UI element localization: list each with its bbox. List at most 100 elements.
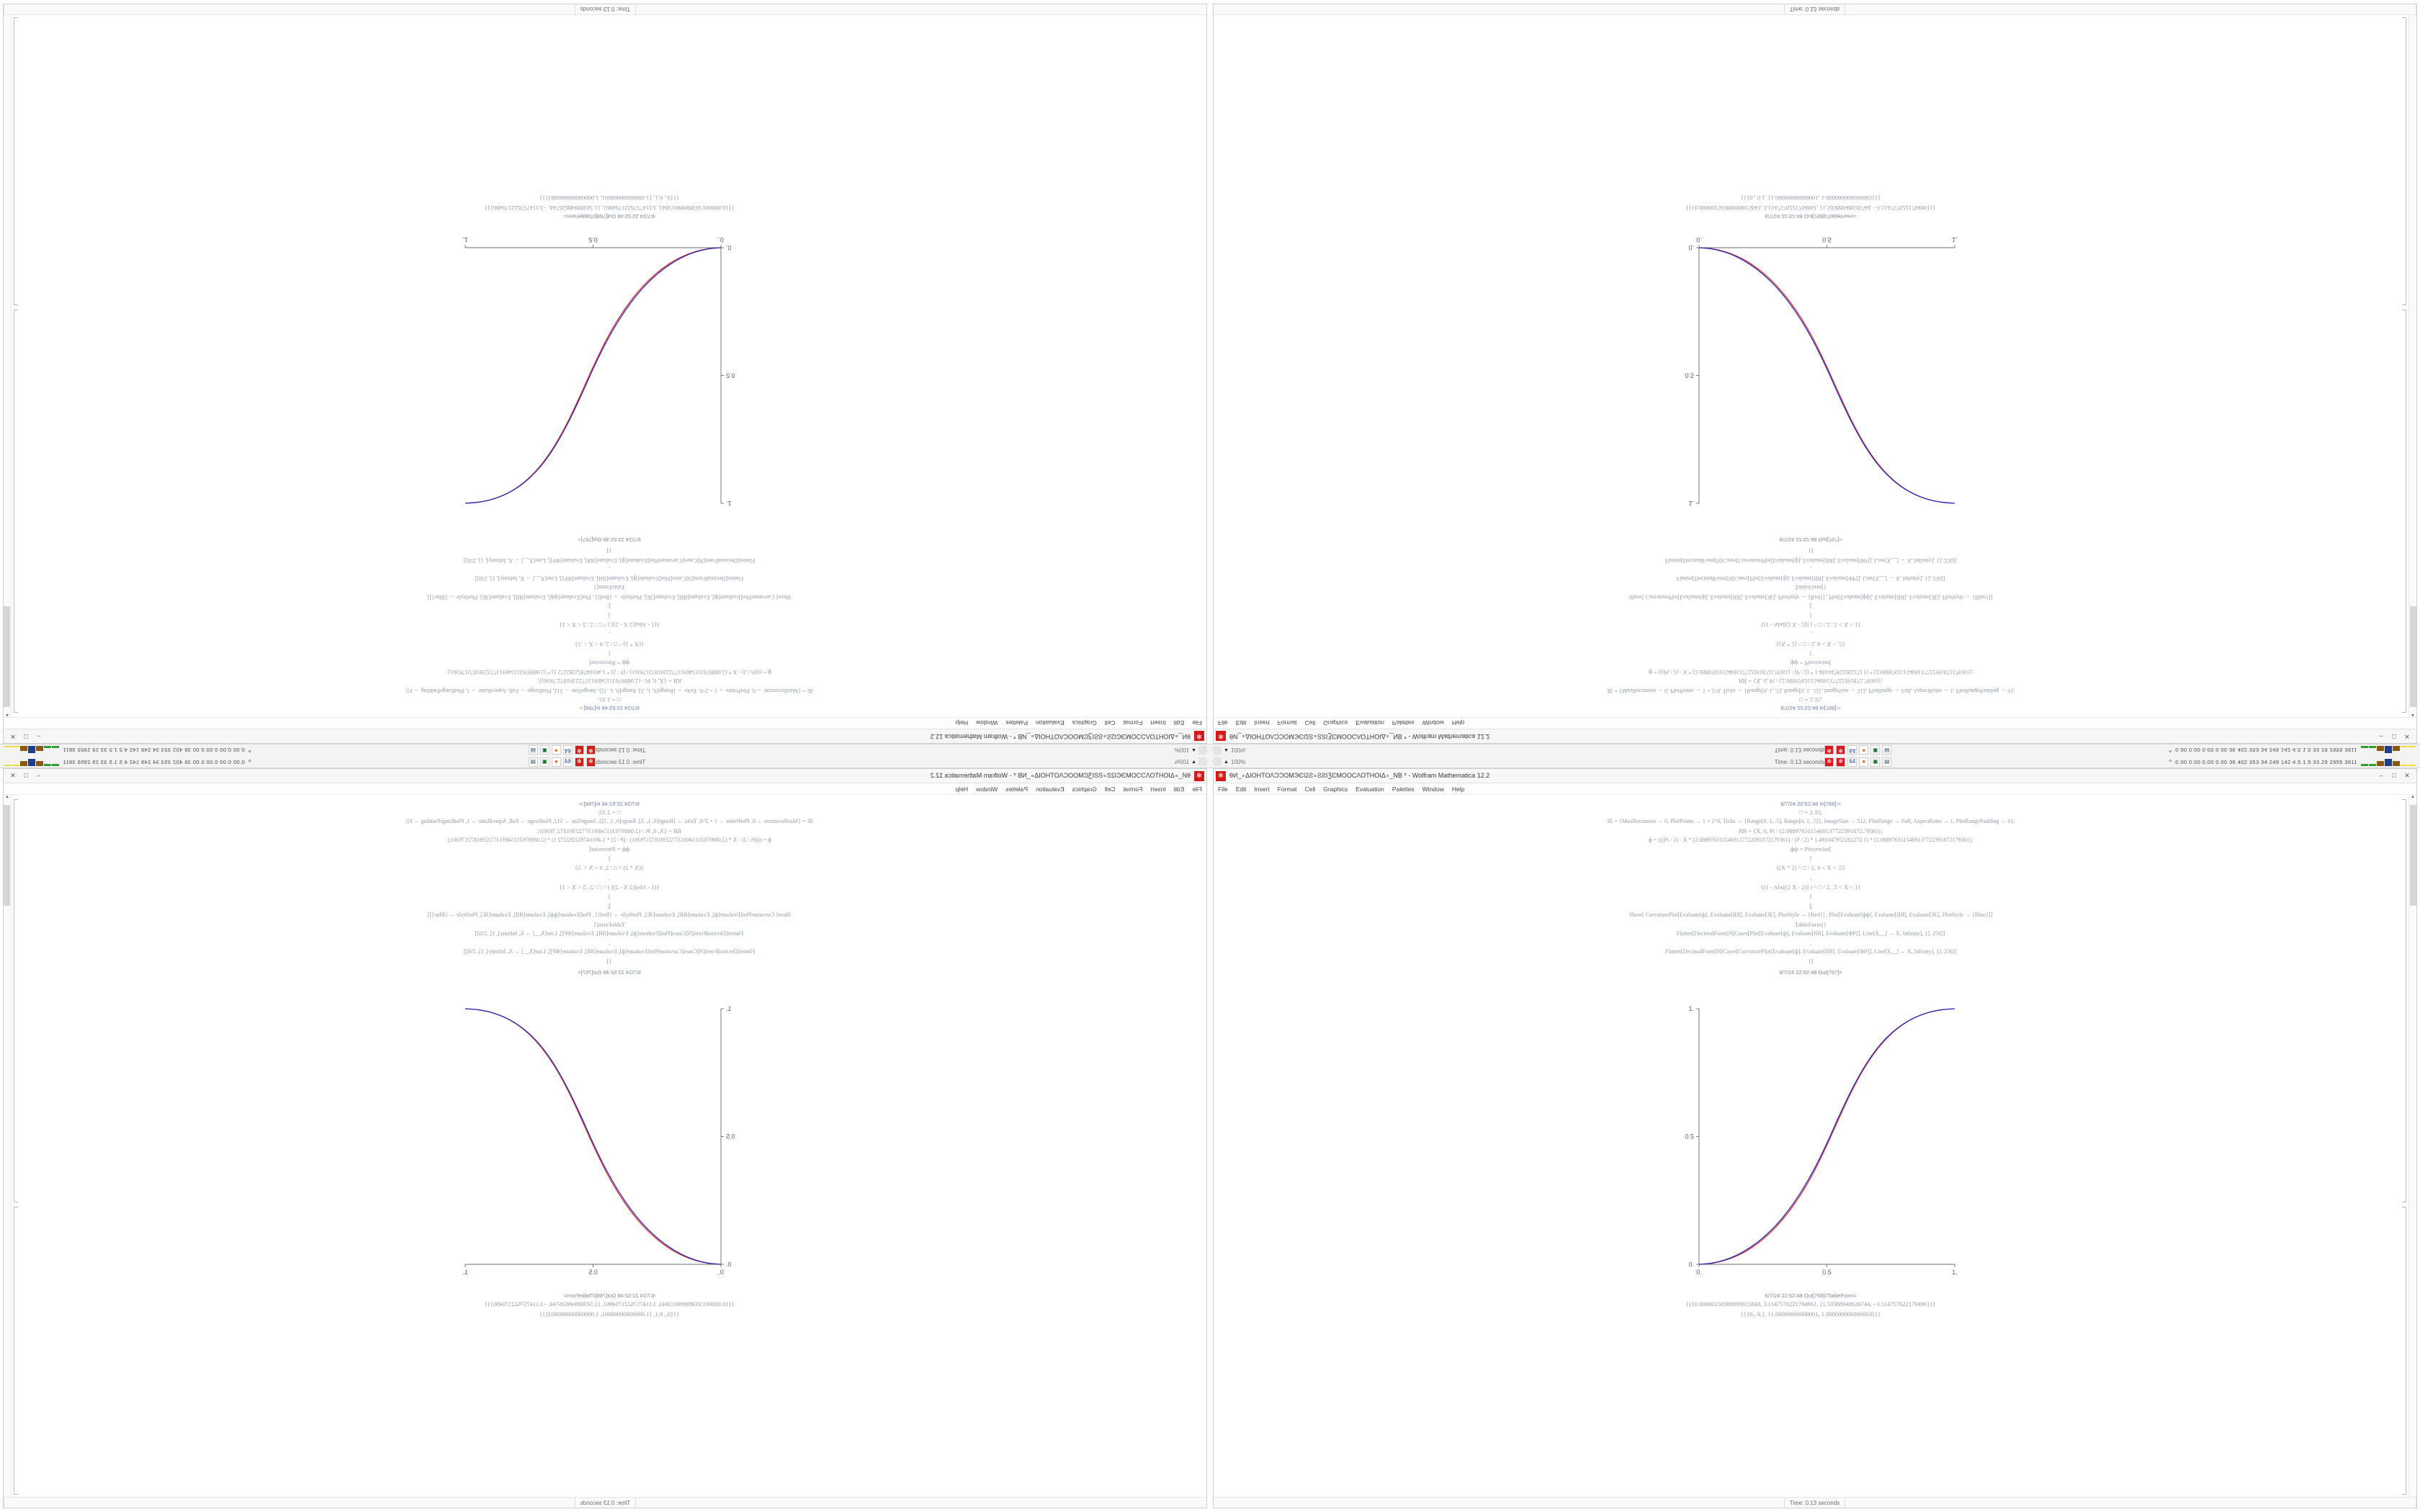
minimize-icon[interactable]: – — [37, 772, 41, 779]
monitor-taskbar-icon[interactable]: ▤ — [1882, 745, 1892, 755]
menu-format[interactable]: Format — [1123, 785, 1143, 793]
code-line[interactable]: Show[ CurvaturePlot[Evaluate[ф], Evaluat… — [427, 593, 792, 600]
mathematica-taskbar-icon[interactable]: ✻ — [1824, 757, 1834, 767]
maximize-icon[interactable]: □ — [24, 733, 28, 740]
code-line[interactable]: фф = Piecewise[ — [588, 659, 630, 667]
menu-help[interactable]: Help — [955, 785, 969, 793]
code-line[interactable]: { — [1809, 649, 1813, 657]
code-line[interactable]: , — [608, 565, 611, 573]
code-line[interactable]: ЗΕ = {MaxRecursion → 0, PlotPoints → 1 +… — [1606, 818, 2015, 825]
quadrant-bottom-left[interactable]: ▲ 100% Time: 0.13 seconds ✻ ✻ 64 ● ▣ ▤ ^ 0.00… — [0, 756, 1210, 1512]
system-taskbar[interactable]: ▲ 100% Time: 0.13 seconds ✻ ✻ 64 ● ▣ ▤ ^ 0.00… — [1210, 744, 2420, 756]
code-line[interactable]: } — [1809, 892, 1813, 900]
menu-format[interactable]: Format — [1277, 785, 1297, 793]
terminal-taskbar-icon[interactable]: ▣ — [539, 745, 550, 755]
curve-plot[interactable]: 0. 0.5 1. 0. 0.5 1. — [454, 226, 764, 536]
window-controls[interactable]: – □ ✕ — [6, 772, 43, 780]
terminal-taskbar-icon[interactable]: ▣ — [1870, 745, 1881, 755]
menu-cell[interactable]: Cell — [1304, 785, 1316, 793]
menu-file[interactable]: File — [1192, 719, 1202, 727]
filemanager-taskbar-icon[interactable]: 64 — [1847, 757, 1857, 767]
filemanager-taskbar-icon[interactable]: 64 — [563, 757, 573, 767]
menu-window[interactable]: Window — [976, 785, 998, 793]
close-icon[interactable]: ✕ — [10, 733, 16, 740]
mathematica-taskbar-icon[interactable]: ✻ — [586, 757, 596, 767]
notebook-scrollbar[interactable]: ▲ — [2408, 795, 2416, 1497]
code-line[interactable]: , — [608, 631, 611, 639]
code-line[interactable]: Flatten[DecimalForm[N[Cases[CurvaturePlo… — [1664, 948, 1957, 955]
code-line[interactable]: {(1 - Abs[(2 X - 2)] ) ^ □ / 2, .5 < X <… — [1760, 883, 1861, 891]
curve-plot[interactable]: 0. 0.5 1. 0. 0.5 1. — [1656, 226, 1966, 536]
firefox-taskbar-icon[interactable]: ● — [551, 745, 561, 755]
code-line[interactable]: фф = Piecewise[ — [588, 845, 630, 853]
maximize-icon[interactable]: □ — [2392, 772, 2396, 779]
menu-window[interactable]: Window — [1422, 719, 1444, 727]
curve-plot[interactable]: 0. 0.5 1. 0. 0.5 1. — [454, 976, 764, 1286]
scrollbar-thumb[interactable] — [2410, 606, 2416, 707]
firefox-taskbar-icon[interactable]: ● — [1859, 745, 1869, 755]
code-line[interactable]: {(X * 2) ^ □ / 2, 0 < X < .5} — [574, 864, 645, 872]
menu-help[interactable]: Help — [1451, 785, 1465, 793]
code-line[interactable]: { — [607, 649, 611, 657]
close-icon[interactable]: ✕ — [2404, 772, 2410, 779]
taskbar-tray[interactable]: ^ 0.00 0.00 0.00 0.00 36 402 353 34 249 … — [2081, 758, 2420, 766]
chevron-up-icon[interactable]: ^ — [2169, 758, 2172, 765]
system-taskbar[interactable]: ▲ 100% Time: 0.13 seconds ✻ ✻ 64 ● ▣ ▤ ^ 0.00… — [0, 756, 1210, 768]
curve-plot[interactable]: 0. 0.5 1. 0. 0.5 1. — [1656, 976, 1966, 1286]
code-line[interactable]: { — [1809, 855, 1813, 863]
code-line[interactable]: Flatten[DecimalForm[N[Cases[Plot[Evaluat… — [475, 575, 744, 582]
notebook-scrollbar[interactable]: ▲ — [4, 15, 12, 717]
menu-graphics[interactable]: Graphics — [1072, 785, 1097, 793]
notebook-content[interactable]: 6/7/24 22:52:48 In[766]:= □ = 2.35; ЗΕ = … — [12, 15, 1206, 717]
terminal-taskbar-icon[interactable]: ▣ — [539, 757, 550, 767]
monitor-taskbar-icon[interactable]: ▤ — [528, 757, 538, 767]
code-line[interactable]: □ = 2.35; — [1799, 696, 1822, 703]
menu-palettes[interactable]: Palettes — [1392, 719, 1415, 727]
code-line[interactable]: Flatten[DecimalForm[N[Cases[Plot[Evaluat… — [1676, 930, 1945, 937]
cell-bracket-output[interactable] — [14, 1207, 18, 1495]
code-line[interactable]: Flatten[DecimalForm[N[Cases[CurvaturePlo… — [1664, 557, 1957, 564]
code-line[interactable]: Flatten[DecimalForm[N[Cases[CurvaturePlo… — [463, 557, 756, 564]
menu-evaluation[interactable]: Evaluation — [1355, 719, 1384, 727]
quadrant-top-left[interactable]: ▲ 100% Time: 0.13 seconds ✻ ✻ 64 ● ▣ ▤ ^ 0.00… — [0, 0, 1210, 756]
code-line[interactable]: }] — [1808, 547, 1814, 555]
menu-insert[interactable]: Insert — [1150, 719, 1166, 727]
mathematica-taskbar-icon[interactable]: ✻ — [586, 745, 596, 755]
code-line[interactable]: ЯЯ = {X, 0, Pi / (2.08897631154691377223… — [1738, 827, 1883, 834]
code-line[interactable]: Show[ CurvaturePlot[Evaluate[ф], Evaluat… — [1628, 912, 1993, 919]
menubar[interactable]: File Edit Insert Format Cell Graphics Evaluati… — [1214, 783, 2416, 795]
taskbar-tray[interactable]: ^ 0.00 0.00 0.00 0.00 36 402 353 34 249 … — [0, 746, 339, 755]
code-line[interactable]: ЗΕ = {MaxRecursion → 0, PlotPoints → 1 +… — [405, 687, 814, 694]
code-line[interactable]: {(X * 2) ^ □ / 2, 0 < X < .5} — [574, 640, 645, 648]
minimize-icon[interactable]: – — [37, 733, 41, 740]
scroll-up-icon[interactable]: ▲ — [5, 713, 9, 717]
code-line[interactable]: , — [1809, 873, 1812, 881]
menu-cell[interactable]: Cell — [1104, 785, 1116, 793]
input-code-cell[interactable]: □ = 2.35; ЗΕ = {MaxRecursion → 0, PlotPoi… — [1214, 546, 2408, 704]
code-line[interactable]: TableForm[{ — [593, 584, 626, 592]
taskbar-app-icons[interactable]: ✻ ✻ 64 ● ▣ ▤ — [528, 745, 596, 755]
scroll-up-icon[interactable]: ▲ — [2411, 795, 2415, 799]
monitor-taskbar-icon[interactable]: ▤ — [528, 745, 538, 755]
code-line[interactable]: ]; — [1809, 602, 1813, 610]
system-taskbar[interactable]: ▲ 100% Time: 0.13 seconds ✻ ✻ 64 ● ▣ ▤ ^ 0.00… — [1210, 756, 2420, 768]
code-line[interactable]: ЯЯ = {X, 0, Pi / (2.08897631154691377223… — [1738, 678, 1883, 685]
menu-evaluation[interactable]: Evaluation — [1355, 785, 1384, 793]
window-titlebar[interactable]: ✻ θИ_∘ΔΙΟΗΤΟΛϽϽΟΜЭϾΙ2Ƨ∘ƧƧΙƷϾΜΟΟϹΛΟΤΗΟΙΔ∘… — [1214, 729, 2416, 743]
firefox-taskbar-icon[interactable]: ● — [1859, 757, 1869, 767]
menu-evaluation[interactable]: Evaluation — [1036, 719, 1065, 727]
close-icon[interactable]: ✕ — [10, 772, 16, 779]
notebook-content[interactable]: 6/7/24 22:52:48 In[766]:= □ = 2.35; ЗΕ = … — [1214, 15, 2408, 717]
window-titlebar[interactable]: ✻ θИ_∘ΔΙΟΗΤΟΛϽϽΟΜЭϾΙ2Ƨ∘ƧƧΙƷϾΜΟΟϹΛΟΤΗΟΙΔ∘… — [4, 729, 1206, 743]
code-line[interactable]: } — [607, 612, 611, 620]
mathematica-taskbar-icon-2[interactable]: ✻ — [574, 757, 584, 767]
minimize-icon[interactable]: – — [2379, 772, 2383, 779]
triangle-up-icon[interactable]: ▲ — [1224, 747, 1229, 753]
menu-file[interactable]: File — [1192, 785, 1202, 793]
scroll-up-icon[interactable]: ▲ — [2411, 713, 2415, 717]
menu-window[interactable]: Window — [1422, 785, 1444, 793]
code-line[interactable]: ЯЯ = {X, 0, Pi / (2.08897631154691377223… — [537, 678, 682, 685]
code-line[interactable]: {(X * 2) ^ □ / 2, 0 < X < .5} — [1775, 640, 1846, 648]
quadrant-top-right[interactable]: ▲ 100% Time: 0.13 seconds ✻ ✻ 64 ● ▣ ▤ ^ 0.00… — [1210, 0, 2420, 756]
menu-evaluation[interactable]: Evaluation — [1036, 785, 1065, 793]
